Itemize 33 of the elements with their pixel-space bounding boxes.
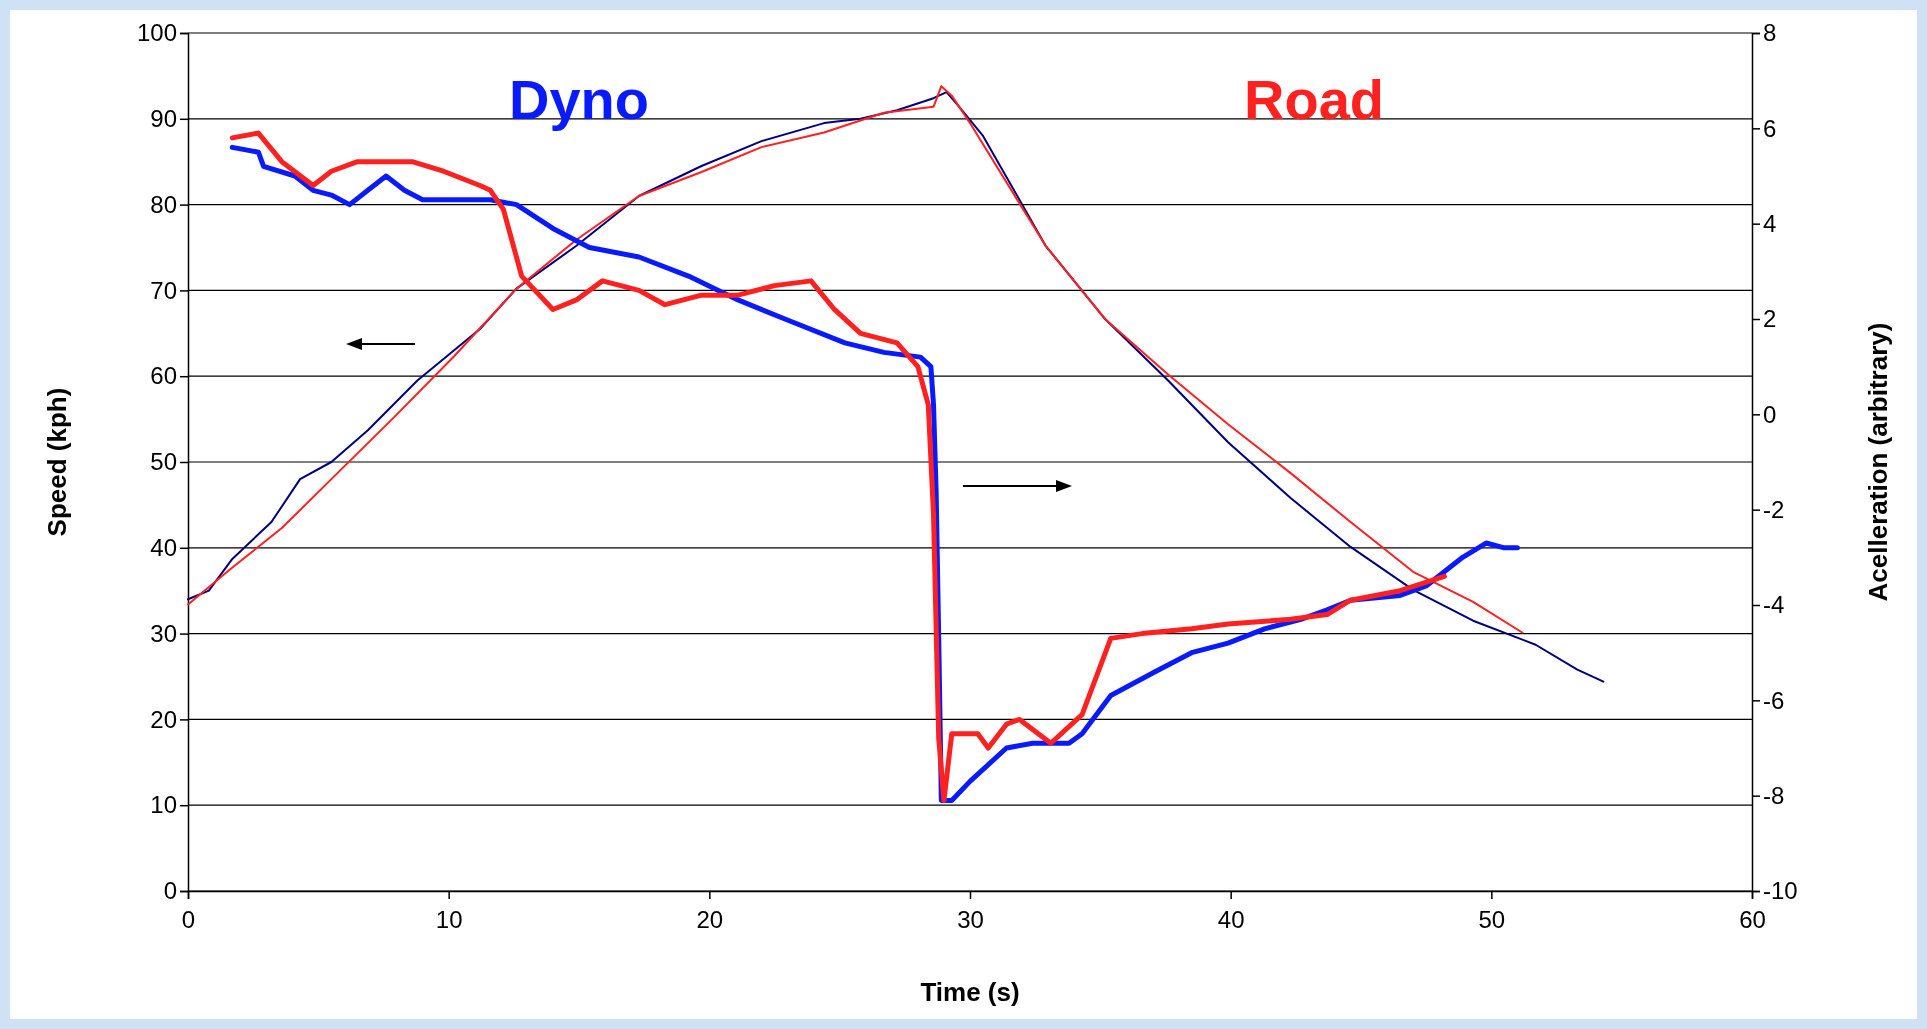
series-label: Dyno xyxy=(509,67,649,131)
y-tick-label: 90 xyxy=(150,104,177,132)
x-tick-label: 50 xyxy=(1478,906,1506,934)
y-tick-label: 20 xyxy=(150,705,177,733)
x-tick-label: 0 xyxy=(181,906,196,934)
y2-tick-label: -2 xyxy=(1763,495,1785,523)
x-tick-label: 20 xyxy=(696,906,724,934)
x-tick-label: 10 xyxy=(435,906,463,934)
y-axis-title: Speed (kph) xyxy=(42,387,72,537)
text: Road xyxy=(1244,67,1385,131)
y2-tick-label: -8 xyxy=(1763,781,1785,809)
y-tick-label: 70 xyxy=(150,276,177,304)
y2-tick-label: -6 xyxy=(1763,686,1785,714)
y2-axis-title: Acelleration (arbitrary) xyxy=(1863,322,1893,602)
y-tick-label: 100 xyxy=(136,19,177,47)
y2-tick-label: 2 xyxy=(1763,305,1777,333)
x-tick-label: 30 xyxy=(957,906,984,934)
x-tick-label: 60 xyxy=(1739,906,1766,934)
y-tick-label: 10 xyxy=(150,791,177,819)
y-tick-label: 0 xyxy=(163,877,177,905)
y2-tick-label: 0 xyxy=(1763,400,1777,428)
x-tick-label: 40 xyxy=(1217,906,1245,934)
y2-tick-label: 4 xyxy=(1763,209,1777,237)
y-tick-label: 80 xyxy=(150,190,177,218)
y-tick-label: 50 xyxy=(150,448,177,476)
y2-tick-label: 6 xyxy=(1763,114,1777,142)
y-tick-label: 60 xyxy=(150,362,177,390)
y2-tick-label: 8 xyxy=(1763,19,1777,47)
x-axis-title: Time (s) xyxy=(920,977,1020,1007)
y-tick-label: 30 xyxy=(150,619,177,647)
y2-tick-label: -10 xyxy=(1763,877,1798,905)
y2-tick-label: -4 xyxy=(1763,591,1785,619)
y-tick-label: 40 xyxy=(150,533,177,561)
